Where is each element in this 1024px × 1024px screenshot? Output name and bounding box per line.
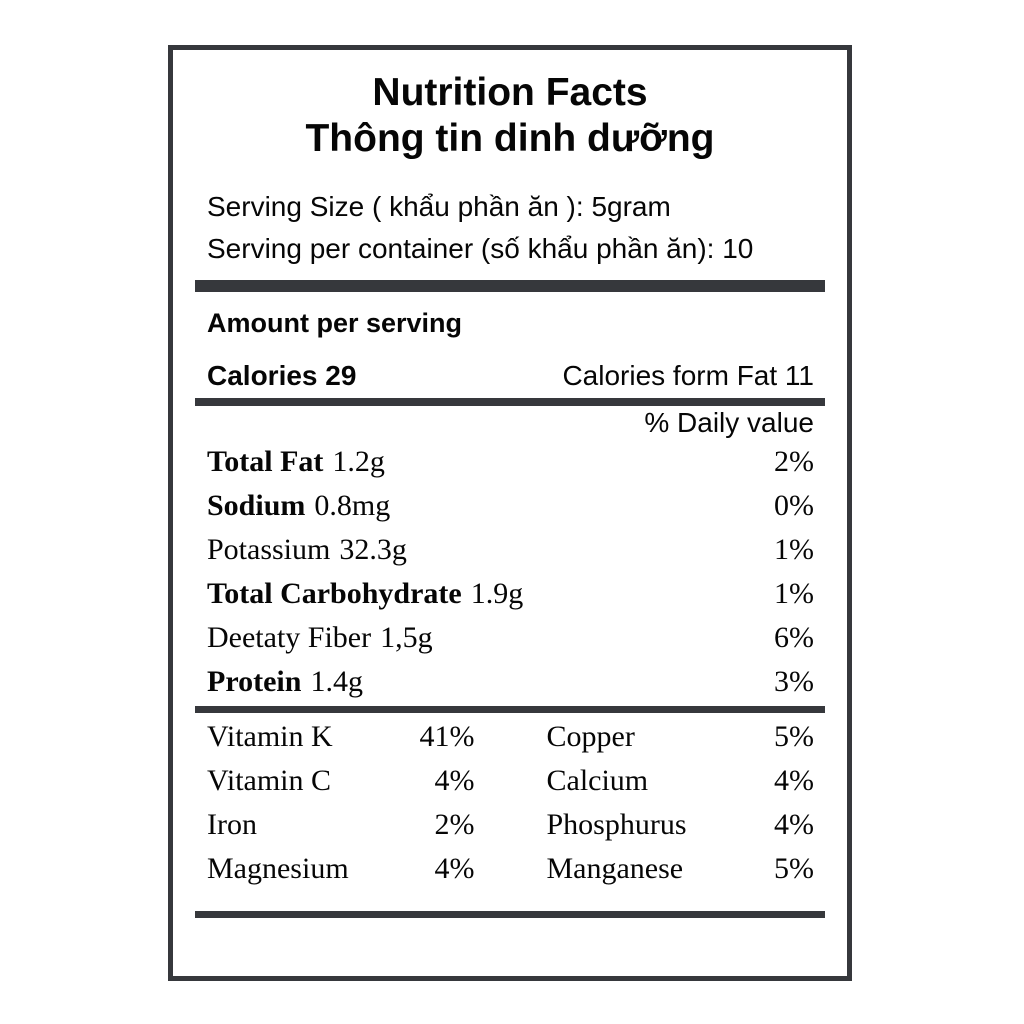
micro-name: Iron	[207, 808, 257, 841]
nutrient-name: Sodium	[207, 489, 306, 522]
micro-phosphorus: Phosphurus 4%	[547, 803, 815, 847]
nutrient-row-sodium: Sodium 0.8mg 0%	[207, 484, 814, 528]
nutrient-amount: 1.9g	[470, 577, 524, 610]
title-vietnamese: Thông tin dinh dưỡng	[305, 117, 715, 160]
micronutrient-table: Vitamin K 41% Copper 5% Vitamin C 4% Cal…	[207, 715, 814, 891]
nutrient-dv: 1%	[774, 533, 814, 566]
micro-vitamin-c: Vitamin C 4%	[207, 759, 475, 803]
divider-thick-top	[195, 280, 825, 292]
nutrient-row-dietary-fiber: Deetaty Fiber 1,5g 6%	[207, 616, 814, 660]
nutrient-dv: 0%	[774, 489, 814, 522]
calories-row: Calories 29 Calories form Fat 11	[207, 360, 814, 392]
micro-dv: 2%	[434, 808, 475, 841]
nutrient-amount: 0.8mg	[314, 489, 391, 522]
label-title: Nutrition Facts Thông tin dinh dưỡng	[173, 70, 847, 162]
nutrient-name: Potassium	[207, 533, 331, 566]
nutrient-row-protein: Protein 1.4g 3%	[207, 660, 814, 704]
micro-name: Magnesium	[207, 852, 349, 885]
nutrient-name: Deetaty Fiber	[207, 621, 372, 654]
amount-per-serving-label: Amount per serving	[207, 308, 463, 338]
nutrient-amount: 1.4g	[310, 665, 363, 698]
nutrient-dv: 1%	[774, 577, 814, 610]
micro-dv: 4%	[774, 808, 814, 841]
servings-per-container-line: Serving per container (số khẩu phần ăn):…	[207, 233, 754, 264]
micro-calcium: Calcium 4%	[547, 759, 815, 803]
micro-dv: 4%	[434, 852, 475, 885]
nutrient-dv: 6%	[774, 621, 814, 654]
nutrient-amount: 32.3g	[339, 533, 407, 566]
micro-manganese: Manganese 5%	[547, 847, 815, 891]
nutrient-row-total-carbohydrate: Total Carbohydrate 1.9g 1%	[207, 572, 814, 616]
title-english: Nutrition Facts	[372, 71, 648, 114]
micro-vitamin-k: Vitamin K 41%	[207, 715, 475, 759]
nutrient-amount: 1,5g	[380, 621, 433, 654]
calories-value: Calories 29	[207, 360, 357, 391]
micro-name: Vitamin C	[207, 764, 332, 797]
micro-dv: 4%	[774, 764, 814, 797]
micro-name: Manganese	[546, 852, 684, 885]
calories-from-fat-value: Calories form Fat 11	[562, 360, 814, 391]
micro-dv: 4%	[434, 764, 475, 797]
nutrient-row-total-fat: Total Fat 1.2g 2%	[207, 440, 814, 484]
micro-copper: Copper 5%	[547, 715, 815, 759]
micro-dv: 41%	[419, 720, 475, 753]
nutrient-row-potassium: Potassium 32.3g 1%	[207, 528, 814, 572]
micro-name: Phosphurus	[546, 808, 687, 841]
micro-name: Calcium	[546, 764, 649, 797]
micro-magnesium: Magnesium 4%	[207, 847, 475, 891]
nutrient-dv: 3%	[774, 665, 814, 698]
nutrient-name: Total Fat	[207, 445, 324, 478]
micro-iron: Iron 2%	[207, 803, 475, 847]
nutrient-amount: 1.2g	[332, 445, 385, 478]
serving-info: Serving Size ( khẩu phần ăn ): 5gram Ser…	[207, 190, 814, 266]
divider-below-calories	[195, 398, 825, 406]
nutrient-dv: 2%	[774, 445, 814, 478]
micro-name: Copper	[546, 720, 635, 753]
nutrient-name: Total Carbohydrate	[207, 577, 462, 610]
micro-name: Vitamin K	[207, 720, 333, 753]
nutrient-name: Protein	[207, 665, 302, 698]
divider-bottom	[195, 911, 825, 918]
micro-dv: 5%	[774, 852, 814, 885]
serving-size-line: Serving Size ( khẩu phần ăn ): 5gram	[207, 191, 671, 222]
nutrient-table: Total Fat 1.2g 2% Sodium 0.8mg 0% Potassiu…	[207, 440, 814, 704]
micro-dv: 5%	[774, 720, 814, 753]
daily-value-header: % Daily value	[644, 407, 814, 438]
divider-below-protein	[195, 706, 825, 713]
nutrition-facts-label: Nutrition Facts Thông tin dinh dưỡng Ser…	[168, 45, 852, 981]
